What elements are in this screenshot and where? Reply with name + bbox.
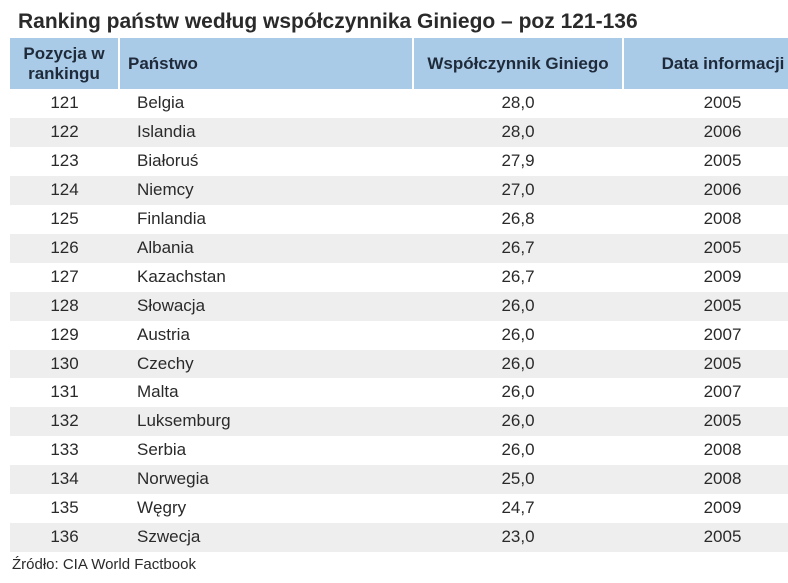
col-header-date: Data informacji [623, 38, 788, 89]
cell-pos: 129 [10, 321, 119, 350]
header-row: Pozycja w rankingu Państwo Współczynnik … [10, 38, 788, 89]
cell-country: Białoruś [119, 147, 413, 176]
cell-pos: 130 [10, 350, 119, 379]
cell-gini: 26,0 [413, 321, 623, 350]
table-row: 126Albania26,72005 [10, 234, 788, 263]
cell-date: 2006 [623, 176, 788, 205]
cell-pos: 122 [10, 118, 119, 147]
cell-pos: 123 [10, 147, 119, 176]
cell-date: 2005 [623, 350, 788, 379]
table-row: 131Malta26,02007 [10, 378, 788, 407]
cell-date: 2007 [623, 321, 788, 350]
cell-gini: 23,0 [413, 523, 623, 552]
table-row: 123Białoruś27,92005 [10, 147, 788, 176]
cell-country: Czechy [119, 350, 413, 379]
cell-gini: 25,0 [413, 465, 623, 494]
cell-country: Luksemburg [119, 407, 413, 436]
table-row: 136Szwecja23,02005 [10, 523, 788, 552]
col-header-gini: Współczynnik Giniego [413, 38, 623, 89]
cell-date: 2007 [623, 378, 788, 407]
cell-country: Malta [119, 378, 413, 407]
cell-pos: 127 [10, 263, 119, 292]
table-row: 121Belgia28,02005 [10, 89, 788, 118]
source-caption: Źródło: CIA World Factbook [12, 556, 778, 573]
cell-gini: 27,9 [413, 147, 623, 176]
cell-country: Norwegia [119, 465, 413, 494]
cell-pos: 133 [10, 436, 119, 465]
cell-gini: 26,0 [413, 436, 623, 465]
cell-date: 2005 [623, 523, 788, 552]
cell-date: 2008 [623, 465, 788, 494]
cell-date: 2009 [623, 494, 788, 523]
cell-country: Belgia [119, 89, 413, 118]
cell-country: Finlandia [119, 205, 413, 234]
cell-pos: 135 [10, 494, 119, 523]
cell-gini: 26,0 [413, 292, 623, 321]
cell-gini: 26,7 [413, 263, 623, 292]
table-row: 129Austria26,02007 [10, 321, 788, 350]
cell-country: Niemcy [119, 176, 413, 205]
cell-country: Islandia [119, 118, 413, 147]
cell-gini: 26,0 [413, 378, 623, 407]
cell-country: Austria [119, 321, 413, 350]
cell-gini: 26,0 [413, 350, 623, 379]
cell-pos: 132 [10, 407, 119, 436]
cell-date: 2008 [623, 205, 788, 234]
cell-date: 2008 [623, 436, 788, 465]
col-header-position: Pozycja w rankingu [10, 38, 119, 89]
cell-pos: 131 [10, 378, 119, 407]
cell-country: Albania [119, 234, 413, 263]
cell-country: Słowacja [119, 292, 413, 321]
cell-gini: 28,0 [413, 89, 623, 118]
table-row: 124Niemcy27,02006 [10, 176, 788, 205]
cell-gini: 27,0 [413, 176, 623, 205]
gini-table: Pozycja w rankingu Państwo Współczynnik … [10, 38, 788, 552]
table-row: 125Finlandia26,82008 [10, 205, 788, 234]
cell-pos: 124 [10, 176, 119, 205]
cell-gini: 28,0 [413, 118, 623, 147]
cell-gini: 26,0 [413, 407, 623, 436]
cell-date: 2005 [623, 407, 788, 436]
cell-date: 2005 [623, 89, 788, 118]
col-header-country: Państwo [119, 38, 413, 89]
cell-pos: 136 [10, 523, 119, 552]
cell-country: Węgry [119, 494, 413, 523]
cell-gini: 24,7 [413, 494, 623, 523]
cell-country: Szwecja [119, 523, 413, 552]
cell-pos: 121 [10, 89, 119, 118]
table-row: 133Serbia26,02008 [10, 436, 788, 465]
cell-pos: 128 [10, 292, 119, 321]
table-row: 127Kazachstan26,72009 [10, 263, 788, 292]
table-row: 128Słowacja26,02005 [10, 292, 788, 321]
table-row: 132Luksemburg26,02005 [10, 407, 788, 436]
cell-date: 2005 [623, 234, 788, 263]
cell-gini: 26,7 [413, 234, 623, 263]
cell-date: 2005 [623, 147, 788, 176]
cell-date: 2006 [623, 118, 788, 147]
table-row: 130Czechy26,02005 [10, 350, 788, 379]
table-row: 122Islandia28,02006 [10, 118, 788, 147]
table-title: Ranking państw według współczynnika Gini… [18, 10, 778, 34]
table-row: 134Norwegia25,02008 [10, 465, 788, 494]
cell-country: Kazachstan [119, 263, 413, 292]
cell-pos: 126 [10, 234, 119, 263]
cell-date: 2009 [623, 263, 788, 292]
table-row: 135Węgry24,72009 [10, 494, 788, 523]
cell-country: Serbia [119, 436, 413, 465]
cell-gini: 26,8 [413, 205, 623, 234]
table-body: 121Belgia28,02005 122Islandia28,02006 12… [10, 89, 788, 552]
cell-pos: 134 [10, 465, 119, 494]
cell-date: 2005 [623, 292, 788, 321]
cell-pos: 125 [10, 205, 119, 234]
